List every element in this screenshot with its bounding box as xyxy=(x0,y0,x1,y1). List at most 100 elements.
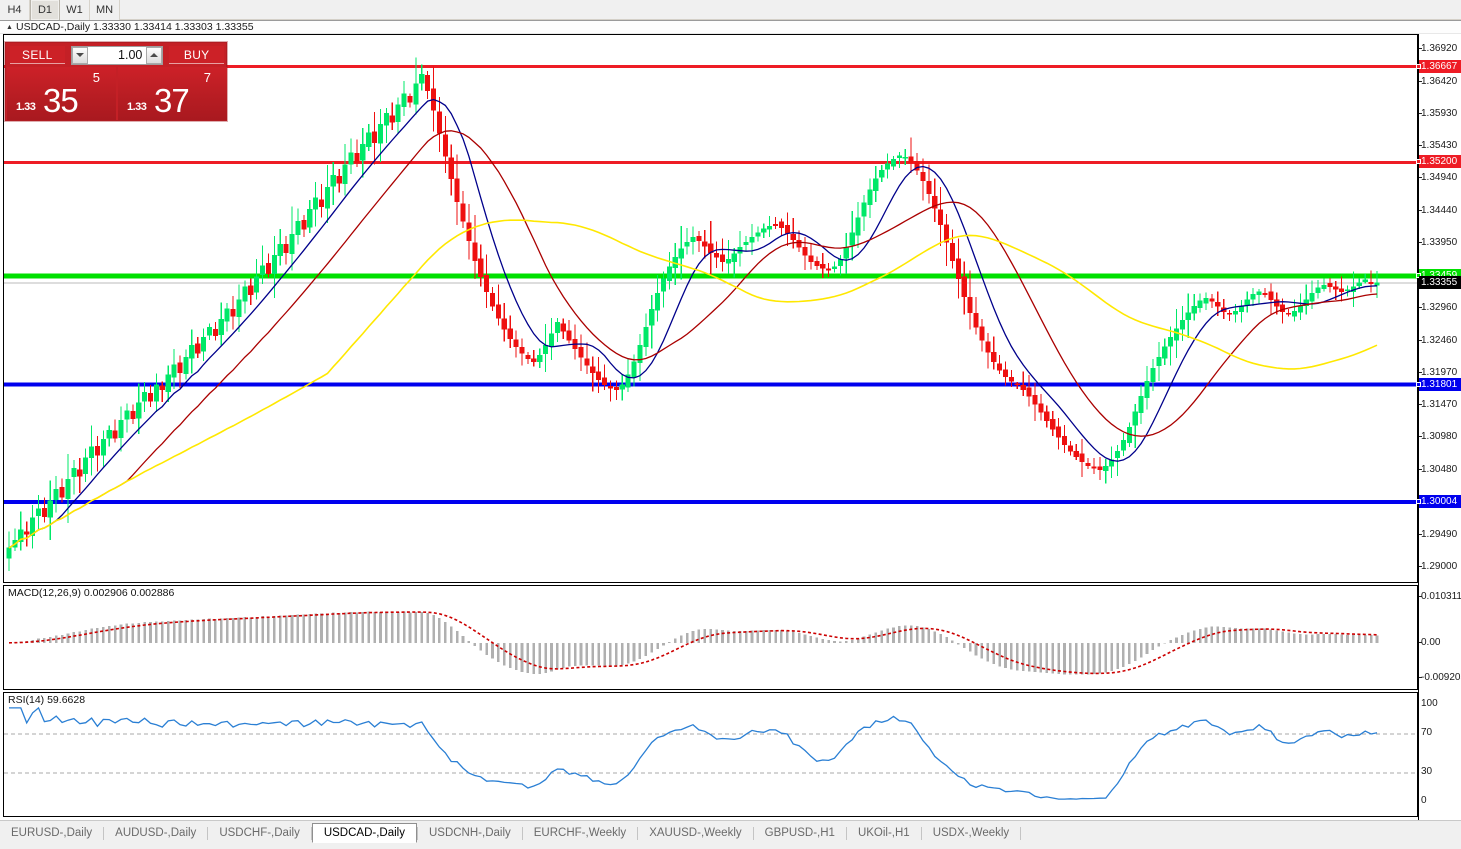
price-tag-resistance[interactable]: 1.35200 xyxy=(1416,155,1461,169)
price-tick: 1.29000 xyxy=(1418,560,1458,572)
timeframe-d1[interactable]: D1 xyxy=(30,0,60,20)
tab-divider xyxy=(845,826,847,840)
tab-divider xyxy=(1020,826,1022,840)
symbol-tab-eurusd-daily[interactable]: EURUSD-,Daily xyxy=(11,827,93,839)
chart-window-title: USDCAD-,Daily 1.33330 1.33414 1.33303 1.… xyxy=(16,20,254,33)
price-tag-resistance[interactable]: 1.36667 xyxy=(1416,59,1461,73)
price-tick: 1.34940 xyxy=(1418,172,1458,184)
timeframe-d1-label: D1 xyxy=(37,4,53,16)
chart-window: ▲ USDCAD-,Daily 1.33330 1.33414 1.33303 … xyxy=(0,20,1461,835)
buy-label: BUY xyxy=(183,47,210,62)
tab-divider xyxy=(920,826,922,840)
triangle-down-icon xyxy=(75,53,84,57)
chart-window-header: ▲ USDCAD-,Daily 1.33330 1.33414 1.33303 … xyxy=(0,21,1461,34)
rsi-tick: 70 xyxy=(1421,727,1433,739)
buy-price-fraction: 7 xyxy=(203,70,211,85)
rsi-label: RSI(14) 59.6628 xyxy=(8,694,86,706)
one-click-trading-controls: SELL 1.00 BUY xyxy=(6,43,228,67)
price-tag-handle[interactable] xyxy=(1416,499,1421,504)
timeframe-w1[interactable]: W1 xyxy=(60,0,90,20)
macd-tick: 0.010311 xyxy=(1419,591,1461,602)
tab-divider xyxy=(521,826,523,840)
price-tag-handle[interactable] xyxy=(1416,159,1421,165)
one-click-trading-prices: 1.33 35 5 1.33 37 7 xyxy=(6,67,228,122)
price-tick: 1.31470 xyxy=(1418,399,1458,411)
volume-increase-button[interactable] xyxy=(146,46,163,64)
chart-panes: MACD(12,26,9) 0.002906 0.002886 RSI(14) … xyxy=(0,34,1461,827)
price-scale[interactable]: 1.36920 1.36420 1.35930 1.35430 1.34940 1.344… xyxy=(1416,34,1461,827)
buy-price-prefix: 1.33 xyxy=(127,101,147,113)
price-tick: 1.35930 xyxy=(1418,107,1458,119)
symbol-tab-gbpusd-h1[interactable]: GBPUSD-,H1 xyxy=(764,827,835,839)
price-tick: 1.34440 xyxy=(1418,205,1458,217)
timeframe-mn[interactable]: MN xyxy=(90,0,120,20)
price-tick: 1.32460 xyxy=(1418,334,1458,346)
price-tag-handle[interactable] xyxy=(1416,381,1421,387)
sell-label: SELL xyxy=(22,47,53,62)
rsi-chart-svg xyxy=(4,706,1417,800)
volume-input[interactable]: 1.00 xyxy=(87,46,147,64)
price-tick: 1.33950 xyxy=(1418,237,1458,249)
rsi-tick: 0 xyxy=(1421,795,1427,806)
timeframe-h4-label: H4 xyxy=(7,4,22,16)
triangle-up-icon[interactable]: ▲ xyxy=(6,23,13,31)
price-tick: 1.30480 xyxy=(1418,463,1458,475)
sell-price-button[interactable]: 1.33 35 5 xyxy=(7,67,116,120)
macd-tick: 0.00 xyxy=(1418,636,1441,648)
triangle-up-icon xyxy=(150,53,159,57)
sell-price-fraction: 5 xyxy=(92,70,100,85)
toolbar-empty-area xyxy=(120,0,1461,19)
macd-label: MACD(12,26,9) 0.002906 0.002886 xyxy=(8,587,175,599)
sell-price-big: 35 xyxy=(43,82,79,119)
rsi-tick: 30 xyxy=(1421,765,1433,777)
price-tick: 1.30980 xyxy=(1418,431,1458,443)
symbol-tab-eurchf-weekly[interactable]: EURCHF-,Weekly xyxy=(533,827,627,839)
rsi-tick: 100 xyxy=(1421,698,1438,709)
symbol-tab-usdcad-daily[interactable]: USDCAD-,Daily xyxy=(311,823,417,843)
price-tag-handle[interactable] xyxy=(1416,63,1421,69)
price-tag-support-blue[interactable]: 1.30004 xyxy=(1416,495,1461,508)
symbol-tab-ukoil-h1[interactable]: UKOil-,H1 xyxy=(857,827,910,839)
tab-divider xyxy=(416,826,418,840)
tab-divider xyxy=(637,826,639,840)
macd-chart-svg xyxy=(8,611,1379,675)
price-tick: 1.32960 xyxy=(1418,301,1458,313)
symbol-tab-usdchf-daily[interactable]: USDCHF-,Daily xyxy=(219,827,300,839)
tab-divider xyxy=(752,826,754,840)
price-pane[interactable] xyxy=(3,34,1418,583)
timeframe-toolbar: H4 D1 W1 MN xyxy=(0,0,1461,20)
timeframe-mn-label: MN xyxy=(95,4,114,16)
volume-decrease-button[interactable] xyxy=(71,46,88,64)
tab-divider xyxy=(310,826,312,840)
price-tick: 1.29490 xyxy=(1418,528,1458,540)
symbol-tab-usdcnh-daily[interactable]: USDCNH-,Daily xyxy=(428,827,511,839)
symbol-tab-audusd-daily[interactable]: AUDUSD-,Daily xyxy=(115,827,197,839)
volume-stepper[interactable]: 1.00 xyxy=(70,45,164,65)
timeframe-w1-label: W1 xyxy=(66,4,83,16)
buy-price-button[interactable]: 1.33 37 7 xyxy=(118,67,227,120)
tab-divider xyxy=(207,826,209,840)
price-tick: 1.36920 xyxy=(1418,43,1458,55)
price-tag-current-price[interactable]: 1.33355 xyxy=(1419,276,1461,289)
price-chart-svg xyxy=(4,57,1417,571)
macd-tick: -0.009203 xyxy=(1418,673,1461,683)
price-tick: 1.36420 xyxy=(1418,75,1458,87)
sell-button[interactable]: SELL xyxy=(10,46,65,64)
one-click-trading-panel: SELL 1.00 BUY 1.33 35 5 1.33 37 7 xyxy=(5,42,227,121)
buy-button[interactable]: BUY xyxy=(169,46,225,64)
rsi-pane[interactable]: RSI(14) 59.6628 xyxy=(3,692,1418,817)
symbol-tab-usdx-weekly[interactable]: USDX-,Weekly xyxy=(932,827,1010,839)
macd-pane[interactable]: MACD(12,26,9) 0.002906 0.002886 xyxy=(3,585,1418,690)
price-tick: 1.31970 xyxy=(1418,366,1458,378)
sell-price-prefix: 1.33 xyxy=(16,101,36,113)
symbol-tab-row: EURUSD-,Daily AUDUSD-,Daily USDCHF-,Daily U… xyxy=(0,821,1022,843)
price-tick: 1.35430 xyxy=(1418,140,1458,152)
tab-bar-underline xyxy=(0,843,1461,849)
price-tag-handle[interactable] xyxy=(1416,273,1421,279)
symbol-tab-xauusd-weekly[interactable]: XAUUSD-,Weekly xyxy=(649,827,742,839)
timeframe-h4[interactable]: H4 xyxy=(0,0,30,20)
buy-price-big: 37 xyxy=(154,82,190,119)
price-tag-support-blue[interactable]: 1.31801 xyxy=(1416,377,1461,391)
tab-divider xyxy=(103,826,105,840)
